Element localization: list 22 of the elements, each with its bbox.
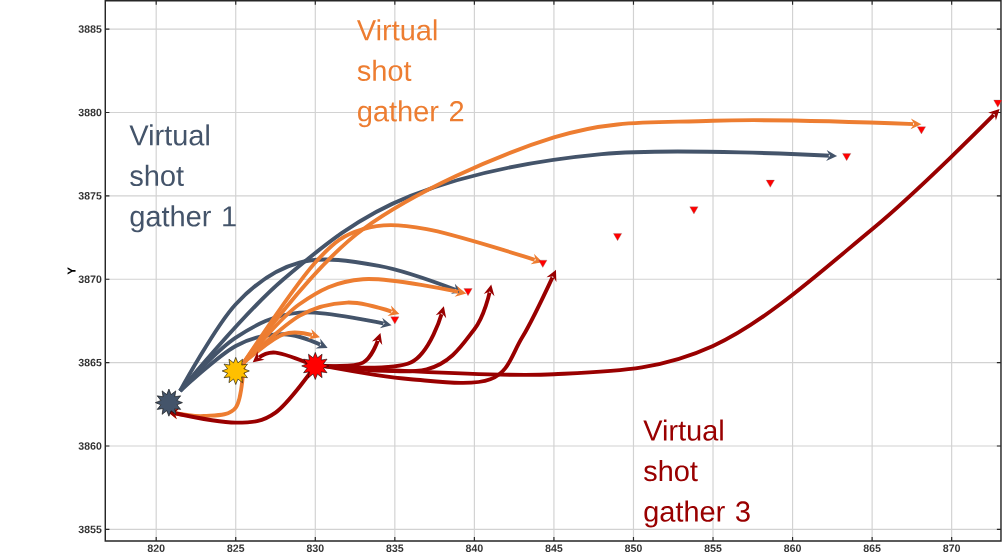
y-tick-label: 3885 (78, 25, 102, 33)
x-tick-label: 870 (943, 544, 961, 552)
y-tick-label: 3880 (78, 108, 102, 117)
x-tick-label: 845 (545, 544, 563, 552)
x-tick-label: 820 (147, 544, 165, 552)
y-tick-label: 3865 (78, 358, 102, 367)
annotation: Virtual shot gather 3 (643, 419, 750, 528)
x-tick-label: 835 (386, 544, 404, 552)
x-tick-label: 860 (784, 544, 801, 552)
y-tick-label: 3870 (78, 275, 102, 283)
annotation: Virtual shot gather 2 (356, 19, 464, 128)
x-tick-label: 855 (704, 544, 722, 552)
y-tick-label: 3860 (78, 442, 102, 450)
y-tick-label: 3875 (78, 192, 102, 200)
x-tick-label: 840 (465, 544, 483, 552)
x-tick-label: 830 (306, 544, 324, 552)
x-tick-label: 825 (227, 544, 245, 552)
annotation: Virtual shot gather 1 (129, 124, 236, 233)
y-tick-label: 3855 (78, 525, 102, 534)
x-tick-label: 850 (624, 544, 642, 552)
x-tick-label: 865 (863, 544, 881, 552)
y-axis-title: Y (67, 267, 76, 275)
